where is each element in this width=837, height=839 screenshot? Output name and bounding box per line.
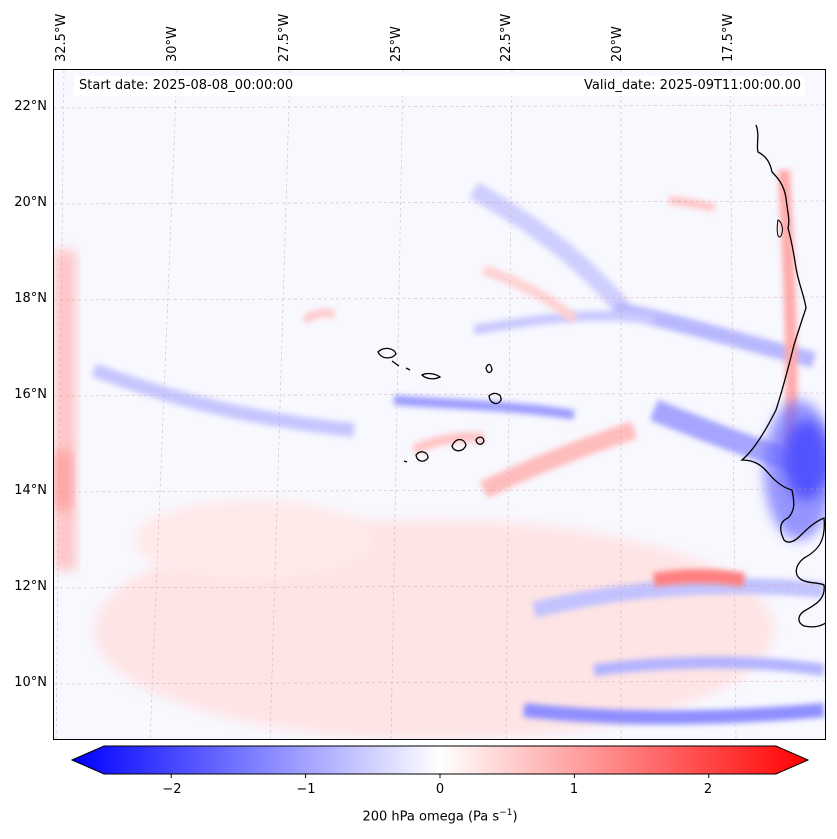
cb-tick-minus2: −2 [162,782,182,797]
header-band [74,76,805,96]
lon-label-25w: 25°W [389,26,404,62]
lon-label-20w: 20°W [610,26,625,62]
lat-label-22n: 22°N [14,99,47,114]
cb-tick-0: 0 [435,782,445,797]
colorbar-body [70,745,810,775]
lat-label-14n: 14°N [14,483,47,498]
lon-label-30w: 30°W [165,26,180,62]
colorbar-label-main: 200 hPa omega (Pa s [362,809,500,825]
lat-label-18n: 18°N [14,291,47,306]
colorbar-label-end: ) [512,809,518,825]
lon-label-17-5w: 17.5°W [721,13,736,62]
lon-label-27-5w: 27.5°W [277,13,292,62]
lon-label-32-5w: 32.5°W [54,13,69,62]
start-date-label: Start date: 2025-08-08_00:00:00 [79,78,294,93]
lat-label-12n: 12°N [14,579,47,594]
lat-label-16n: 16°N [14,387,47,402]
omega-field-map [54,70,825,739]
lon-label-22-5w: 22.5°W [499,13,514,62]
lat-label-10n: 10°N [14,675,47,690]
cb-tick-1: 1 [569,782,579,797]
colorbar-label: 200 hPa omega (Pa s−1) [0,808,837,824]
lat-label-20n: 20°N [14,195,47,210]
colorbar [70,745,810,778]
valid-date-label: Valid_date: 2025-09T11:00:00.00 [584,78,801,93]
map-panel [53,69,826,740]
cb-tick-minus1: −1 [296,782,316,797]
colorbar-label-sup: −1 [499,808,513,818]
cb-tick-2: 2 [703,782,713,797]
